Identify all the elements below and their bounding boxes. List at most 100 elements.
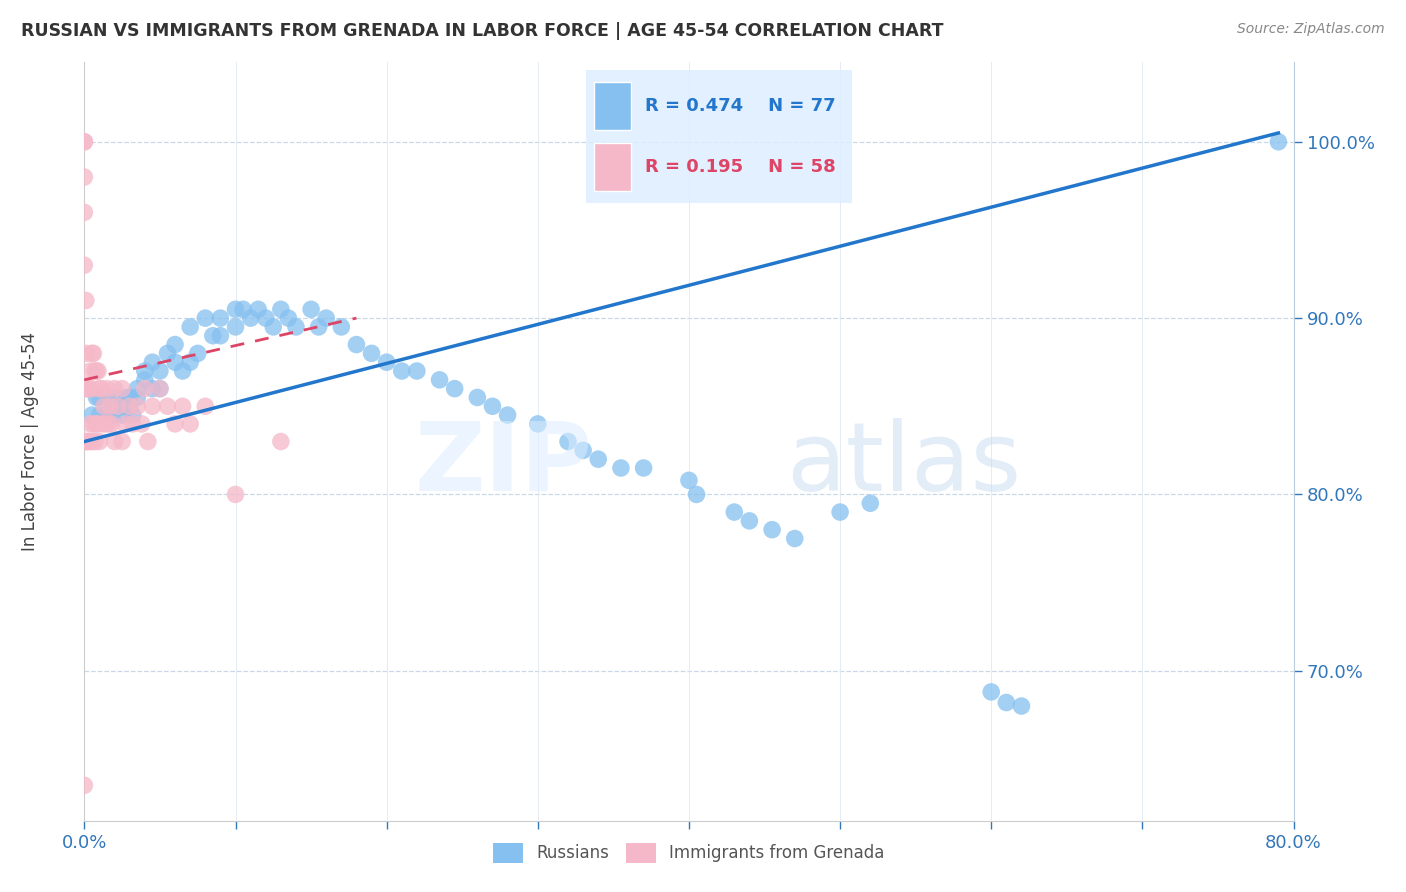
Point [225,320,247,334]
Point [77,382,100,396]
Point [859,496,882,510]
Point [443,382,465,396]
Point [75,346,97,360]
Point [98,399,121,413]
Point [149,364,172,378]
Point [285,320,308,334]
Point [73,135,96,149]
Point [73,258,96,272]
Point [134,364,156,378]
Point [100,417,122,431]
Point [75,382,97,396]
Point [1011,699,1033,714]
Point [97,417,120,431]
Point [165,417,187,431]
Point [121,408,143,422]
Point [134,382,156,396]
Legend: Russians, Immigrants from Grenada: Russians, Immigrants from Grenada [486,837,891,869]
Point [104,382,127,396]
Point [149,382,172,396]
Point [149,382,172,396]
Point [86,391,108,405]
Point [225,487,247,501]
Point [89,434,111,449]
Point [86,417,108,431]
Point [84,434,107,449]
Point [685,487,707,501]
Point [79,364,101,378]
Point [73,135,96,149]
Point [96,391,118,405]
Point [73,205,96,219]
Point [557,434,579,449]
Point [980,685,1002,699]
Point [165,337,187,351]
Point [127,391,149,405]
Point [82,417,104,431]
Point [481,399,503,413]
Point [111,434,134,449]
Point [254,311,277,326]
Point [114,417,136,431]
Point [89,408,111,422]
Point [194,399,217,413]
Point [232,302,254,317]
Point [172,364,194,378]
Point [239,311,262,326]
Point [209,311,232,326]
Point [141,399,163,413]
Text: RUSSIAN VS IMMIGRANTS FROM GRENADA IN LABOR FORCE | AGE 45-54 CORRELATION CHART: RUSSIAN VS IMMIGRANTS FROM GRENADA IN LA… [21,22,943,40]
Point [156,346,179,360]
Point [1267,135,1289,149]
Point [360,346,382,360]
Point [118,391,141,405]
Point [406,364,429,378]
Point [94,417,117,431]
Point [633,461,655,475]
Text: Source: ZipAtlas.com: Source: ZipAtlas.com [1237,22,1385,37]
Point [209,328,232,343]
Point [141,355,163,369]
Point [111,408,134,422]
Text: ZIP: ZIP [415,417,592,511]
Text: atlas: atlas [786,417,1021,511]
Point [201,328,224,343]
Point [111,382,134,396]
Point [80,382,103,396]
Point [136,434,159,449]
Point [134,373,156,387]
Point [179,320,201,334]
Point [91,417,114,431]
Point [141,382,163,396]
Point [76,382,98,396]
Point [76,434,98,449]
Point [104,434,127,449]
Point [121,417,143,431]
Point [179,355,201,369]
Point [100,399,122,413]
Point [572,443,595,458]
Point [87,364,110,378]
Point [187,346,209,360]
Point [262,320,284,334]
Point [93,399,115,413]
Point [995,696,1018,710]
Point [127,399,149,413]
Point [247,302,270,317]
Point [678,473,700,487]
Point [429,373,451,387]
Point [87,417,110,431]
Point [127,382,149,396]
Point [73,778,96,792]
Point [375,355,398,369]
Point [270,302,292,317]
Point [391,364,413,378]
Point [107,399,129,413]
Point [131,417,153,431]
Point [270,434,292,449]
Point [761,523,783,537]
Point [118,399,141,413]
Point [165,355,187,369]
Point [89,391,111,405]
Point [80,434,103,449]
